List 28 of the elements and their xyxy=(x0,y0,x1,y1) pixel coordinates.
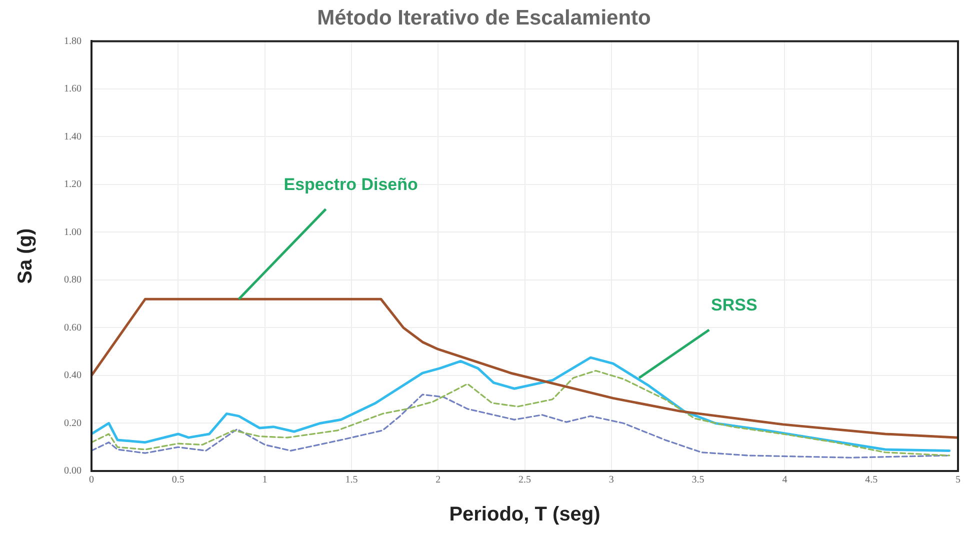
x-axis-title: Periodo, T (seg) xyxy=(449,504,600,526)
y-tick-label: 0.00 xyxy=(64,466,82,477)
x-tick-label: 5 xyxy=(956,474,960,486)
y-tick-label: 1.60 xyxy=(64,84,82,95)
x-tick-label: 1 xyxy=(262,474,268,486)
x-tick-label: 2 xyxy=(436,474,441,486)
x-tick-label: 0.5 xyxy=(172,474,184,486)
y-tick-label: 1.80 xyxy=(64,36,82,47)
chart-title: Método Iterativo de Escalamiento xyxy=(317,6,651,30)
annotation: Espectro Diseño xyxy=(284,174,418,194)
y-tick-label: 1.00 xyxy=(64,226,82,238)
y-axis-title: Sa (g) xyxy=(14,228,37,284)
annotation: SRSS xyxy=(710,296,758,315)
y-tick-label: 0.80 xyxy=(64,274,82,286)
line-series xyxy=(92,370,950,456)
line-series xyxy=(92,394,950,458)
y-tick-label: 1.40 xyxy=(64,131,82,142)
x-tick-label: 0 xyxy=(89,474,94,486)
x-tick-label: 3.5 xyxy=(692,474,704,486)
y-tick-label: 0.60 xyxy=(64,322,82,334)
x-tick-label: 4 xyxy=(782,474,788,486)
x-tick-label: 4.5 xyxy=(865,474,878,486)
y-tick-label: 1.20 xyxy=(64,179,82,190)
x-tick-label: 1.5 xyxy=(345,474,358,486)
y-tick-label: 0.40 xyxy=(64,370,82,382)
x-tick-label: 2.5 xyxy=(518,474,531,486)
y-tick-label: 0.20 xyxy=(64,418,82,429)
x-tick-label: 3 xyxy=(608,474,614,486)
